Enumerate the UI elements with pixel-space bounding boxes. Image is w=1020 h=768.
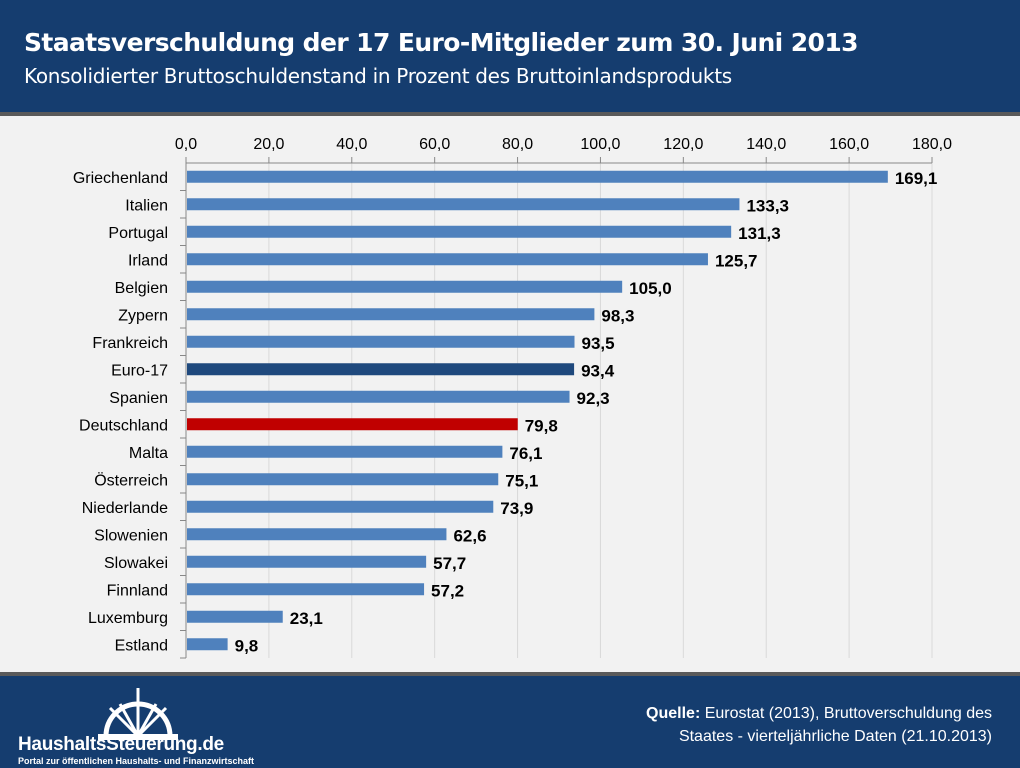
bar-deutschland: [187, 418, 518, 431]
bar-luxemburg: [187, 610, 283, 623]
category-label: Euro-17: [111, 362, 168, 379]
logo-tagline: Portal zur öffentlichen Haushalts- und F…: [18, 756, 255, 766]
x-tick-label: 60,0: [419, 136, 450, 153]
bar-frankreich: [187, 335, 575, 348]
data-label: 93,5: [582, 334, 615, 353]
category-label: Spanien: [109, 390, 168, 407]
bar-finnland: [187, 583, 425, 596]
footer: HaushaltsSteuerung.de Portal zur öffentl…: [0, 672, 1020, 768]
data-label: 9,8: [235, 636, 259, 655]
data-label: 93,4: [581, 361, 615, 380]
bar-irland: [187, 253, 708, 266]
data-label: 131,3: [738, 224, 781, 243]
category-label: Slowenien: [94, 527, 168, 544]
category-label: Estland: [115, 637, 168, 654]
page-subtitle: Konsolidierter Bruttoschuldenstand in Pr…: [24, 64, 732, 88]
data-label: 75,1: [505, 471, 538, 490]
data-label: 98,3: [601, 306, 634, 325]
data-label: 125,7: [715, 251, 758, 270]
category-label: Frankreich: [92, 335, 168, 352]
source-label: Quelle:: [646, 705, 701, 722]
bar-slowakei: [187, 555, 427, 568]
data-label: 73,9: [500, 499, 533, 518]
bar-chart: 0,0 20,0 40,0 60,0 80,0 100,0 120,0 140,0 160,0 1…: [73, 136, 952, 659]
category-label: Belgien: [115, 280, 168, 297]
x-tick-label: 180,0: [912, 136, 952, 153]
data-label: 57,2: [431, 581, 464, 600]
data-label: 79,8: [525, 416, 558, 435]
category-label: Griechenland: [73, 170, 168, 187]
data-label: 62,6: [453, 526, 486, 545]
x-tick-label: 20,0: [253, 136, 284, 153]
category-label: Italien: [125, 197, 168, 214]
bar-griechenland: [187, 170, 888, 183]
category-label: Finnland: [107, 582, 168, 599]
data-label: 23,1: [290, 609, 323, 628]
bar-slowenien: [187, 528, 447, 541]
bar-italien: [187, 198, 740, 211]
x-tick-label: 140,0: [746, 136, 786, 153]
data-label: 76,1: [509, 444, 542, 463]
page-title: Staatsverschuldung der 17 Euro-Mitgliede…: [24, 28, 859, 57]
bar-niederlande: [187, 500, 494, 513]
category-label: Niederlande: [82, 500, 168, 517]
source-line1: Eurostat (2013), Bruttoverschuldung des: [700, 705, 992, 722]
bar-spanien: [187, 390, 570, 403]
x-tick-label: 40,0: [336, 136, 367, 153]
category-label: Portugal: [108, 225, 168, 242]
category-label: Zypern: [118, 307, 168, 324]
bar-euro-17: [187, 363, 575, 376]
category-label: Deutschland: [79, 417, 168, 434]
bar-estland: [187, 638, 228, 651]
category-label: Irland: [128, 252, 168, 269]
category-label: Österreich: [94, 471, 168, 489]
data-label: 92,3: [577, 389, 610, 408]
bar-zypern: [187, 308, 595, 321]
source-line2: Staates - vierteljährliche Daten (21.10.…: [678, 728, 992, 745]
bar-belgien: [187, 280, 623, 293]
data-label: 169,1: [895, 169, 938, 188]
bar-portugal: [187, 225, 732, 238]
source-note: Quelle: Eurostat (2013), Bruttoverschuld…: [646, 702, 992, 748]
category-label: Malta: [129, 445, 168, 462]
category-label: Slowakei: [104, 555, 168, 572]
data-label: 57,7: [433, 554, 466, 573]
category-label: Luxemburg: [88, 610, 168, 627]
header: Staatsverschuldung der 17 Euro-Mitgliede…: [0, 0, 1020, 116]
data-label: 105,0: [629, 279, 672, 298]
data-label: 133,3: [746, 196, 789, 215]
x-tick-label: 0,0: [175, 136, 197, 153]
x-tick-label: 100,0: [580, 136, 620, 153]
bar-malta: [187, 445, 503, 458]
x-tick-label: 80,0: [502, 136, 533, 153]
x-tick-label: 160,0: [829, 136, 869, 153]
logo-text: HaushaltsSteuerung.de: [18, 734, 224, 755]
bar-österreich: [187, 473, 499, 486]
ship-wheel-logo-icon: [98, 688, 178, 740]
x-tick-label: 120,0: [663, 136, 703, 153]
